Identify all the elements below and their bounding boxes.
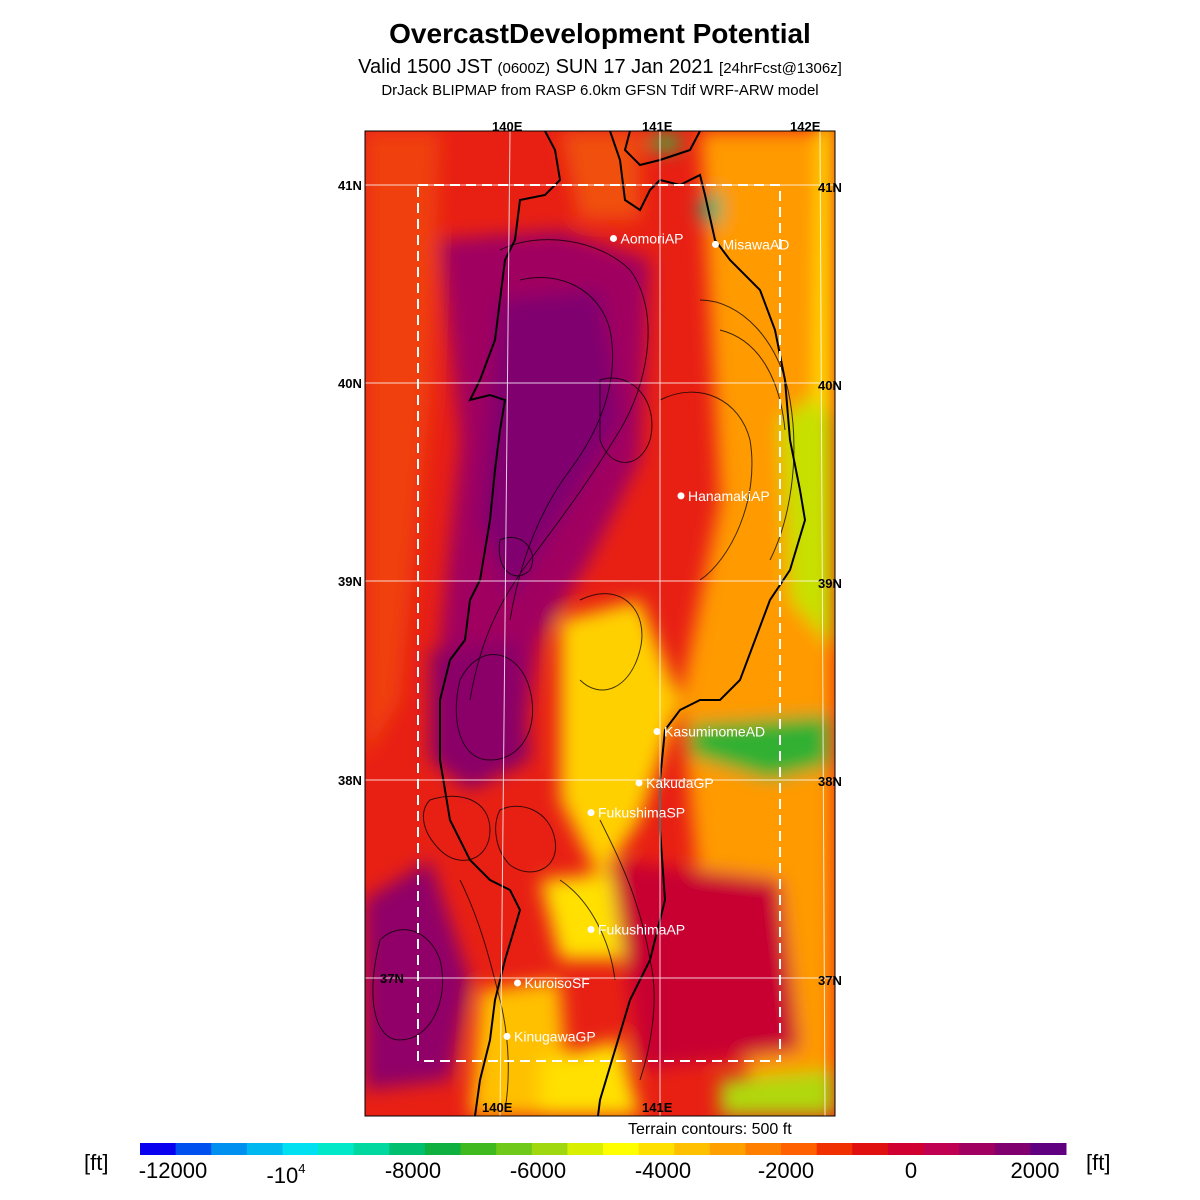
site-marker — [610, 234, 617, 242]
map-frame — [364, 130, 836, 1117]
inner-domain-box — [417, 184, 781, 1062]
valid-zulu: (0600Z) — [497, 60, 551, 77]
forecast-info: [24hrFcst@1306z] — [719, 60, 842, 77]
site-label: KakudaGP — [646, 775, 714, 791]
lat-label-right: 39N — [818, 576, 842, 591]
site-marker — [514, 979, 521, 987]
chart-title: OvercastDevelopment Potential — [389, 18, 811, 49]
model-description: DrJack BLIPMAP from RASP 6.0km GFSN Tdif… — [381, 82, 819, 99]
valid-date: SUN 17 Jan 2021 — [555, 56, 714, 78]
lon-label-top: 140E — [492, 119, 523, 134]
lat-label-right: 40N — [818, 378, 842, 393]
site-marker — [503, 1032, 511, 1040]
site-marker — [587, 925, 595, 933]
site-marker — [653, 727, 661, 735]
site-label: KinugawaGP — [514, 1028, 596, 1044]
site-label: HanamakiAP — [688, 488, 770, 504]
valid-prefix: Valid 1500 JST — [358, 56, 492, 78]
lon-label-bottom: 140E — [482, 1100, 513, 1115]
lat-label-left: 41N — [338, 178, 362, 193]
colorbar-unit-right: [ft] — [1086, 1150, 1111, 1175]
site-label: FukushimaSP — [598, 805, 685, 821]
field-shading — [365, 131, 835, 1116]
terrain-note: Terrain contours: 500 ft — [628, 1121, 792, 1138]
site-label: MisawaAD — [723, 236, 790, 252]
lat-label-left: 40N — [338, 376, 362, 391]
site-label: KuroisoSF — [525, 975, 590, 991]
site-markers: AomoriAP MisawaAD HanamakiAP KasuminomeAD Ka… — [503, 230, 790, 1044]
site-label: AomoriAP — [621, 230, 684, 246]
lat-label-left: 38N — [338, 773, 362, 788]
site-marker — [712, 240, 719, 248]
lat-label-right: 37N — [818, 973, 842, 988]
map-field — [365, 131, 835, 1116]
site-marker — [635, 779, 643, 787]
coastline — [439, 131, 807, 1116]
lon-label-top: 142E — [790, 119, 821, 134]
lon-label-bottom: 141E — [642, 1100, 673, 1115]
site-marker — [677, 492, 685, 500]
lat-label-right: 38N — [818, 774, 842, 789]
lat-label-left: 39N — [338, 574, 362, 589]
site-label: KasuminomeAD — [664, 723, 765, 739]
site-label: FukushimaAP — [598, 921, 685, 937]
lat-label-left: 37N — [380, 971, 404, 986]
lat-label-right: 41N — [818, 180, 842, 195]
valid-time: Valid 1500 JST (0600Z) SUN 17 Jan 2021 [… — [0, 56, 1200, 79]
site-marker — [587, 809, 595, 817]
lon-label-top: 141E — [642, 119, 673, 134]
colorbar-unit-left: [ft] — [84, 1150, 109, 1175]
